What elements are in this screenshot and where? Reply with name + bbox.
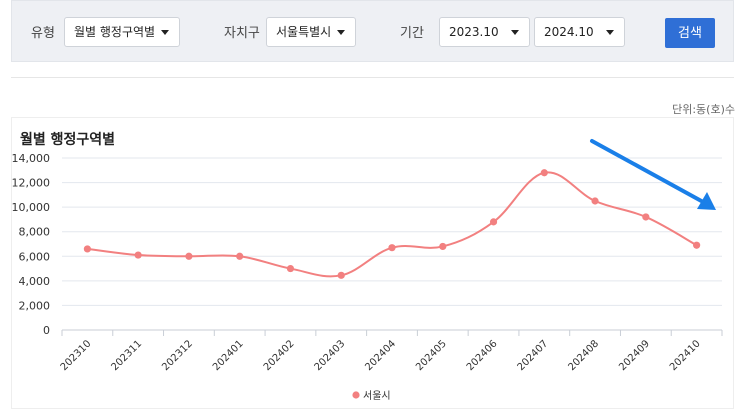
period-start-select[interactable]: 2023.10 <box>439 17 530 47</box>
arrow-head <box>697 192 716 210</box>
chevron-down-icon <box>161 30 169 35</box>
data-point <box>439 242 447 251</box>
y-tick-label: 10,000 <box>12 201 51 214</box>
period-label: 기간 <box>400 26 424 41</box>
x-tick-label: 202311 <box>109 338 144 373</box>
y-tick-label: 12,000 <box>12 177 51 190</box>
type-select-value: 월별 행정구역별 <box>74 25 156 39</box>
data-point <box>83 245 91 253</box>
data-point <box>236 252 244 260</box>
district-select[interactable]: 서울특별시 <box>266 17 356 47</box>
chevron-down-icon <box>337 30 345 35</box>
x-tick-label: 202404 <box>363 338 398 373</box>
x-tick-label: 202405 <box>414 338 449 373</box>
data-point <box>540 169 548 177</box>
x-tick-label: 202407 <box>516 338 551 373</box>
x-tick-label: 202406 <box>465 338 500 373</box>
x-tick-label: 202312 <box>160 338 195 373</box>
district-select-value: 서울특별시 <box>276 25 332 39</box>
data-point <box>185 252 193 260</box>
series-line <box>87 171 698 278</box>
y-tick-label: 2,000 <box>19 299 51 312</box>
y-tick-label: 0 <box>43 324 50 337</box>
period-end-select[interactable]: 2024.10 <box>534 17 625 47</box>
legend-label: 서울시 <box>363 390 391 402</box>
data-point <box>489 218 498 226</box>
chevron-down-icon <box>606 30 614 35</box>
data-point <box>642 213 650 221</box>
divider <box>11 77 734 78</box>
x-tick-label: 202403 <box>313 338 348 373</box>
x-tick-label: 202409 <box>617 338 652 373</box>
district-label: 자치구 <box>224 26 260 41</box>
x-tick-label: 202410 <box>668 338 703 373</box>
x-tick-label: 202408 <box>566 338 601 373</box>
y-tick-label: 8,000 <box>19 226 51 239</box>
data-point <box>134 251 142 259</box>
y-tick-label: 14,000 <box>12 152 51 165</box>
data-point <box>286 264 295 273</box>
chevron-down-icon <box>511 30 519 35</box>
search-button[interactable]: 검색 <box>665 18 715 48</box>
period-end-value: 2024.10 <box>544 25 594 39</box>
period-start-value: 2023.10 <box>449 25 499 39</box>
x-tick-label: 202310 <box>59 338 94 373</box>
arrow-shaft <box>590 139 707 205</box>
data-point <box>337 271 345 279</box>
type-select[interactable]: 월별 행정구역별 <box>64 17 180 47</box>
unit-text: 단위:동(호)수 <box>672 103 735 116</box>
type-label: 유형 <box>31 26 55 41</box>
y-tick-label: 4,000 <box>19 275 51 288</box>
data-point <box>693 241 701 249</box>
legend-marker <box>352 391 360 399</box>
chart-title: 월별 행정구역별 <box>20 132 116 148</box>
x-tick-label: 202401 <box>211 338 246 373</box>
y-tick-label: 6,000 <box>19 250 51 263</box>
data-point <box>388 244 396 252</box>
x-tick-label: 202402 <box>262 338 297 373</box>
data-point <box>591 197 599 205</box>
